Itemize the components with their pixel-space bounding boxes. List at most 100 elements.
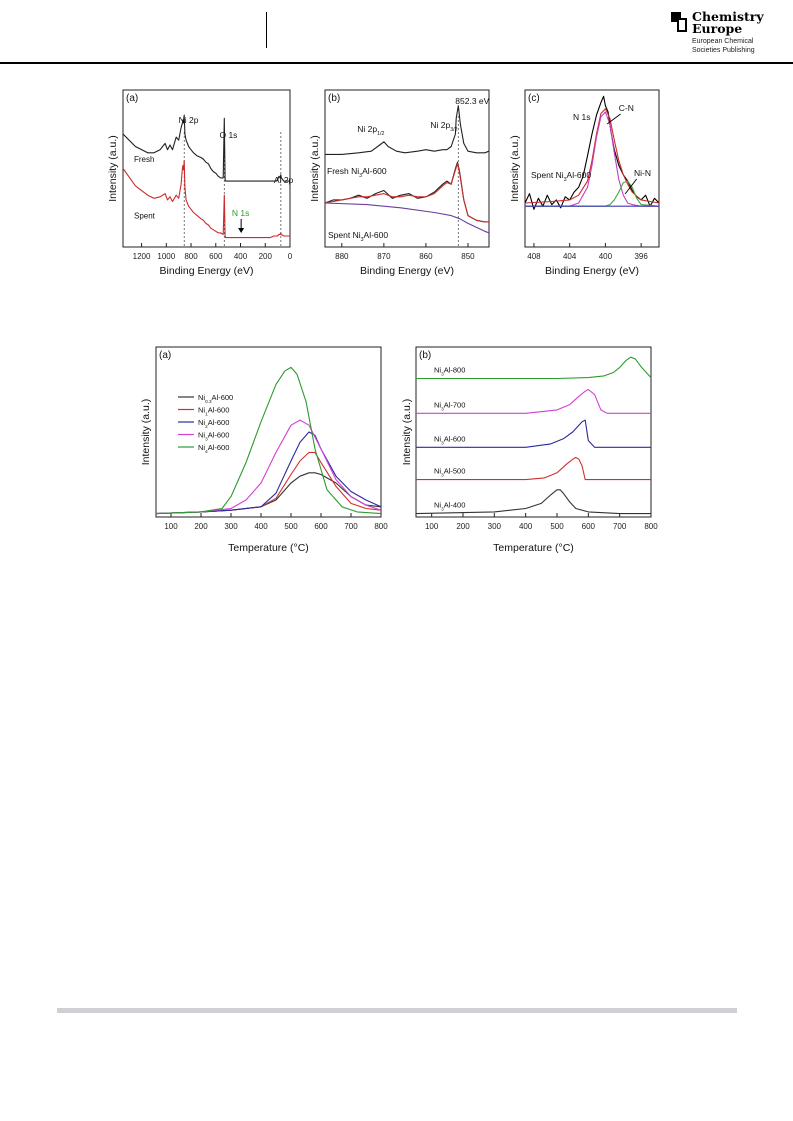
series-label: Ni3Al-600 bbox=[434, 434, 465, 445]
arrow-head bbox=[238, 228, 245, 233]
x-tick-label: 200 bbox=[194, 522, 208, 531]
publisher-line1: European Chemical bbox=[692, 38, 754, 45]
y-axis-label: Intensity (a.u.) bbox=[107, 135, 119, 202]
x-axis-label: Binding Energy (eV) bbox=[360, 265, 454, 277]
series-label: Ni3Al-400 bbox=[434, 501, 465, 512]
series-label-spent: Spent bbox=[134, 211, 156, 220]
x-tick-label: 800 bbox=[644, 522, 658, 531]
y-axis-label: Intensity (a.u.) bbox=[140, 399, 152, 466]
x-tick-label: 600 bbox=[209, 252, 223, 261]
plot-frame bbox=[155, 346, 382, 518]
x-tick-label: 400 bbox=[234, 252, 248, 261]
x-tick-label: 400 bbox=[599, 252, 613, 261]
panel-label: (a) bbox=[126, 93, 138, 104]
x-tick-label: 500 bbox=[550, 522, 564, 531]
c-n-pointer bbox=[606, 113, 621, 125]
x-tick-label: 404 bbox=[563, 252, 577, 261]
series-label: Ni3Al-700 bbox=[434, 400, 465, 411]
legend-entry: Ni2Al-600 bbox=[198, 418, 229, 429]
x-tick-label: 400 bbox=[519, 522, 533, 531]
panel-label: (a) bbox=[159, 350, 171, 361]
h2-tpr-calcination-chart: 100 200 300 400 500 600 700 800 Temperature (°C)… bbox=[401, 346, 658, 554]
x-tick-label: 870 bbox=[377, 252, 391, 261]
plot-frame bbox=[524, 89, 660, 248]
x-tick-label: 300 bbox=[488, 522, 502, 531]
series-line bbox=[416, 419, 651, 448]
xps-survey-chart: 1200 1000 800 600 400 200 0 Binding Energy (eV)… bbox=[107, 89, 294, 277]
annotation-ni2p: Ni 2p bbox=[179, 115, 199, 125]
legend-entry: Ni4Al-600 bbox=[198, 443, 229, 454]
y-axis-label: Intensity (a.u.) bbox=[309, 135, 321, 202]
series-line bbox=[122, 160, 290, 239]
chemistry-europe-logo: Chemistry Europe European Chemical Socie… bbox=[671, 9, 781, 58]
plot-frame bbox=[415, 346, 652, 518]
annotation-peak-energy: 852.3 eV bbox=[455, 96, 489, 106]
x-tick-label: 396 bbox=[634, 252, 648, 261]
series-line bbox=[155, 419, 382, 515]
series-line bbox=[416, 456, 651, 481]
legend-entry: Ni1Al-600 bbox=[198, 406, 229, 417]
x-tick-label: 500 bbox=[284, 522, 298, 531]
annotation-ni2p-half: Ni 2p1/2 bbox=[357, 124, 384, 137]
x-tick-label: 880 bbox=[335, 252, 349, 261]
series-line bbox=[155, 431, 382, 515]
series-label: Ni3Al-800 bbox=[434, 365, 465, 376]
annotation-o1s: O 1s bbox=[219, 130, 237, 140]
x-tick-label: 1200 bbox=[133, 252, 151, 261]
xps-n1s-chart: 408 404 400 396 Binding Energy (eV) Intensity… bbox=[509, 89, 660, 277]
legend-entry: Ni0.3Al-600 bbox=[198, 393, 233, 404]
brand-name: Chemistry Europe bbox=[692, 9, 764, 36]
x-axis-label: Binding Energy (eV) bbox=[160, 265, 254, 277]
x-axis-label: Binding Energy (eV) bbox=[545, 265, 639, 277]
series-line bbox=[325, 105, 490, 155]
brand-line1: Chemistry bbox=[692, 9, 764, 24]
publisher-name: European Chemical Societies Publishing bbox=[692, 37, 755, 55]
x-tick-label: 600 bbox=[582, 522, 596, 531]
plot-frame bbox=[122, 89, 291, 248]
x-tick-label: 800 bbox=[374, 522, 388, 531]
header-rule bbox=[0, 62, 793, 64]
x-tick-label: 600 bbox=[314, 522, 328, 531]
x-tick-label: 300 bbox=[224, 522, 238, 531]
annotation-al2p: Al 2p bbox=[274, 175, 294, 185]
x-tick-label: 850 bbox=[461, 252, 475, 261]
x-tick-label: 700 bbox=[344, 522, 358, 531]
publisher-line2: Societies Publishing bbox=[692, 47, 755, 54]
series-line bbox=[324, 163, 489, 223]
series-line bbox=[416, 388, 651, 414]
series-line bbox=[415, 489, 651, 515]
annotation-n1s: N 1s bbox=[232, 208, 249, 218]
annotation-n1s: N 1s bbox=[573, 112, 590, 122]
series-line bbox=[122, 114, 290, 182]
panel-label: (b) bbox=[419, 350, 431, 361]
series-label-spent: Spent Ni3Al-600 bbox=[328, 230, 388, 243]
series-line bbox=[525, 180, 660, 207]
x-tick-label: 800 bbox=[184, 252, 198, 261]
series-line bbox=[155, 366, 382, 515]
brand-line2: Europe bbox=[692, 21, 743, 36]
series-line bbox=[524, 108, 660, 204]
panel-label: (c) bbox=[528, 93, 540, 104]
xps-ni2p-chart: 880 870 860 850 Binding Energy (eV) Intensity… bbox=[309, 89, 490, 277]
h2-tpr-ni-content-chart: 100 200 300 400 500 600 700 800 Temperature (°C)… bbox=[140, 346, 388, 554]
chemistry-europe-logo-icon bbox=[671, 12, 689, 34]
x-tick-label: 408 bbox=[527, 252, 541, 261]
header-divider bbox=[266, 12, 267, 48]
series-label: Ni3Al-500 bbox=[434, 467, 465, 478]
ni-n-pointer bbox=[624, 178, 638, 195]
annotation-spent-sample: Spent Ni3Al-600 bbox=[531, 170, 591, 183]
x-tick-label: 400 bbox=[254, 522, 268, 531]
x-tick-label: 700 bbox=[613, 522, 627, 531]
series-label-fresh: Fresh bbox=[134, 155, 154, 164]
y-axis-label: Intensity (a.u.) bbox=[509, 135, 521, 202]
footer-bar bbox=[57, 1008, 737, 1013]
annotation-ni-n: Ni-N bbox=[634, 168, 651, 178]
panel-label: (b) bbox=[328, 93, 340, 104]
series-line bbox=[324, 202, 490, 234]
plot-frame bbox=[324, 89, 490, 248]
x-axis-label: Temperature (°C) bbox=[228, 542, 309, 554]
annotation-c-n: C-N bbox=[619, 103, 634, 113]
x-tick-label: 100 bbox=[425, 522, 439, 531]
x-tick-label: 200 bbox=[456, 522, 470, 531]
x-tick-label: 0 bbox=[288, 252, 293, 261]
